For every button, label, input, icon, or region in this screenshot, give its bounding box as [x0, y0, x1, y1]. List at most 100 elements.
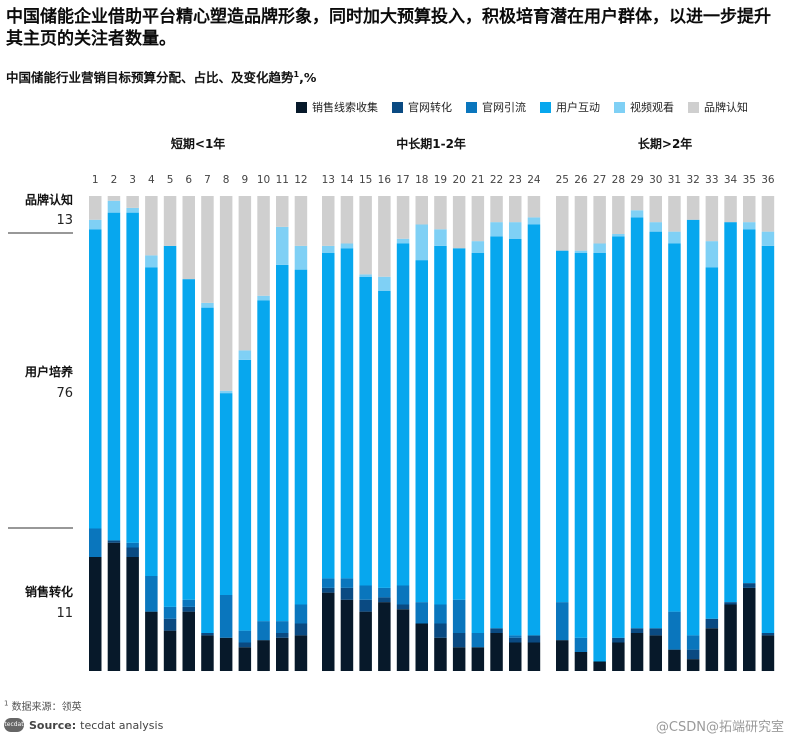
- bar-segment: [724, 604, 737, 671]
- bar-segment: [322, 587, 335, 593]
- bar-segment: [107, 542, 121, 671]
- bar-segment: [396, 243, 410, 586]
- bar-segment: [574, 637, 588, 652]
- bar-segment: [434, 604, 447, 624]
- bar-segment: [574, 196, 588, 251]
- bar-segment: [201, 196, 214, 303]
- bar-segment: [238, 359, 252, 631]
- bar-segment: [471, 241, 485, 254]
- footnote-text: 数据来源：领英: [11, 702, 82, 713]
- bar-category-label: 14: [340, 174, 354, 186]
- bar-segment: [743, 196, 756, 223]
- bar-segment: [574, 250, 588, 254]
- bar-segment: [238, 630, 252, 643]
- bar-segment: [182, 606, 195, 612]
- bar-segment: [509, 637, 522, 643]
- bar-segment: [163, 196, 177, 246]
- source-text: tecdat analysis: [80, 718, 164, 732]
- bar-segment: [630, 196, 644, 211]
- bar-segment: [705, 196, 719, 242]
- bar-segment: [490, 628, 503, 633]
- headline: 中国储能企业借助平台精心塑造品牌形象，同时加大预算投入，积极培育潜在用户群体，以…: [6, 7, 771, 49]
- bar-segment: [340, 196, 354, 244]
- bar-segment: [649, 628, 662, 636]
- bar-segment: [593, 253, 606, 662]
- bar-segment: [359, 585, 372, 600]
- bar-segment: [452, 248, 466, 600]
- bar-segment: [705, 618, 719, 629]
- bar-segment: [145, 196, 158, 256]
- bar-segment: [415, 196, 428, 225]
- bar-category-label: 16: [378, 174, 392, 186]
- footnote: 1 数据来源：领英: [4, 698, 82, 713]
- bar-segment: [761, 196, 775, 232]
- bar-segment: [415, 602, 428, 624]
- bar-category-label: 19: [434, 174, 447, 186]
- bar-segment: [238, 642, 252, 648]
- bar-category-label: 5: [167, 174, 174, 186]
- bar-segment: [471, 253, 485, 633]
- bar-segment: [761, 635, 775, 672]
- bar-segment: [761, 633, 775, 636]
- bar-segment: [649, 222, 662, 232]
- bar-segment: [649, 196, 662, 223]
- side-value: 11: [56, 606, 73, 621]
- bar-segment: [612, 196, 625, 234]
- bar-segment: [612, 234, 625, 237]
- bar-segment: [219, 390, 233, 394]
- chart-legend: 销售线索收集 官网转化 官网引流 用户互动 视频观看 品牌认知: [296, 99, 762, 115]
- bar-segment: [201, 307, 214, 634]
- bar-segment: [527, 217, 541, 225]
- group-label: 短期<1年: [171, 136, 225, 151]
- bar-category-label: 22: [490, 174, 503, 186]
- bar-category-label: 2: [111, 174, 118, 186]
- bar-segment: [89, 219, 102, 230]
- bar-segment: [630, 217, 644, 629]
- bar-segment: [556, 196, 569, 251]
- bar-segment: [705, 241, 719, 268]
- bar-segment: [219, 196, 233, 391]
- bar-category-label: 21: [471, 174, 484, 186]
- bar-segment: [668, 231, 681, 244]
- side-value: 13: [56, 213, 73, 228]
- bar-segment: [490, 236, 503, 629]
- bar-segment: [527, 224, 541, 636]
- bar-segment: [761, 231, 775, 246]
- bar-segment: [452, 599, 466, 633]
- bar-segment: [219, 637, 233, 671]
- bar-segment: [378, 291, 391, 588]
- bar-segment: [340, 248, 354, 579]
- bar-segment: [705, 628, 719, 671]
- side-label: 品牌认知: [25, 192, 73, 207]
- bar-segment: [126, 557, 139, 671]
- bar-segment: [396, 609, 410, 671]
- bar-segment: [359, 196, 372, 275]
- bar-segment: [527, 642, 541, 671]
- bar-category-label: 11: [276, 174, 289, 186]
- bar-segment: [761, 245, 775, 634]
- bar-segment: [89, 528, 102, 557]
- legend-swatch: [466, 101, 477, 113]
- bar-category-label: 33: [705, 174, 718, 186]
- bar-segment: [452, 647, 466, 671]
- bar-segment: [322, 196, 335, 246]
- bar-segment: [743, 222, 756, 230]
- bar-segment: [107, 196, 121, 201]
- bar-category-label: 7: [204, 174, 211, 186]
- bar-segment: [434, 637, 447, 671]
- tecdat-logo-icon: tecdat: [4, 718, 24, 732]
- bar-category-label: 8: [223, 174, 230, 186]
- legend-swatch: [392, 101, 403, 113]
- side-value: 76: [56, 386, 73, 401]
- bar-segment: [276, 264, 289, 622]
- bar-segment: [490, 196, 503, 223]
- source-label: Source:: [29, 718, 77, 732]
- bar-segment: [182, 196, 195, 280]
- bar-segment: [452, 196, 466, 249]
- bar-segment: [415, 224, 428, 261]
- bar-segment: [322, 578, 335, 588]
- bar-segment: [705, 267, 719, 619]
- bar-segment: [294, 269, 308, 605]
- bar-segment: [359, 599, 372, 612]
- bar-segment: [630, 633, 644, 671]
